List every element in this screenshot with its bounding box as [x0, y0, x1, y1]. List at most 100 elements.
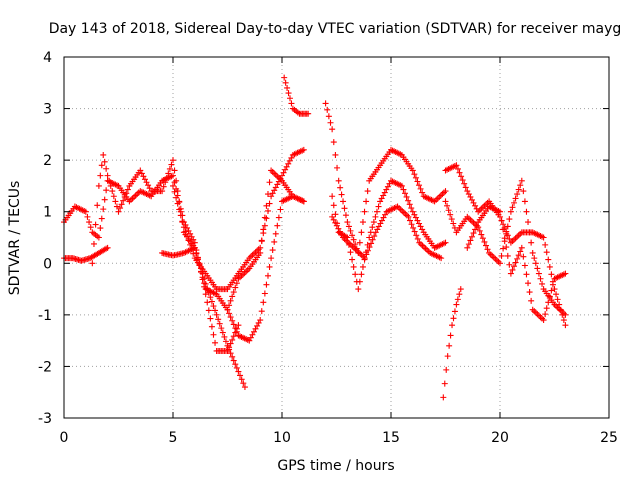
data-point — [366, 234, 373, 241]
data-point — [523, 271, 530, 278]
data-point — [548, 271, 555, 278]
y-tick-label: -3 — [38, 411, 52, 427]
data-point — [224, 342, 231, 349]
data-point — [300, 146, 307, 153]
data-point — [277, 206, 284, 213]
data-point — [115, 208, 122, 215]
data-point — [216, 320, 223, 327]
data-point — [369, 224, 376, 231]
data-point — [332, 211, 339, 218]
data-point — [442, 188, 449, 195]
data-point — [503, 230, 510, 237]
data-point — [238, 376, 245, 383]
data-point — [170, 157, 176, 164]
data-point — [500, 226, 507, 233]
data-point — [219, 329, 226, 336]
x-tick-label: 10 — [273, 430, 291, 446]
data-point — [282, 79, 289, 86]
data-point — [518, 177, 525, 184]
data-point — [207, 315, 214, 322]
data-point — [117, 205, 124, 212]
data-point — [226, 346, 233, 353]
data-point — [168, 161, 175, 168]
data-point — [349, 256, 356, 263]
data-point — [232, 325, 239, 332]
data-point — [512, 259, 519, 266]
data-point — [332, 151, 339, 158]
data-point — [370, 219, 377, 226]
data-point — [479, 235, 486, 242]
y-tick-label: 2 — [43, 153, 52, 169]
data-point — [334, 164, 341, 171]
data-point — [97, 172, 104, 179]
data-point — [450, 315, 457, 322]
data-point — [545, 299, 552, 306]
y-tick-label: 4 — [43, 50, 52, 66]
data-point — [350, 263, 357, 270]
data-point — [210, 303, 217, 310]
data-point — [92, 221, 99, 228]
data-point — [349, 232, 356, 239]
data-point — [363, 251, 370, 258]
data-point — [275, 214, 282, 221]
series-arc-g — [281, 74, 312, 117]
data-point — [507, 208, 514, 215]
data-point — [509, 204, 516, 211]
data-point — [356, 239, 363, 246]
data-point — [263, 281, 270, 288]
data-point — [355, 286, 362, 293]
data-point — [521, 262, 528, 269]
data-point — [341, 205, 348, 212]
x-tick-label: 20 — [491, 430, 509, 446]
data-point — [364, 188, 371, 195]
data-point — [525, 280, 532, 287]
data-point — [327, 119, 334, 126]
data-point — [453, 301, 460, 308]
series-arc-h — [322, 100, 449, 256]
data-point — [190, 250, 197, 257]
data-point — [171, 188, 178, 195]
y-tick-label: -1 — [38, 308, 52, 324]
data-point — [337, 184, 344, 191]
data-point — [562, 322, 569, 329]
data-point — [258, 308, 265, 315]
data-point — [458, 173, 465, 180]
data-point — [361, 208, 368, 215]
data-point — [363, 198, 370, 205]
data-point — [208, 298, 215, 305]
plot-frame — [63, 56, 610, 419]
data-point — [543, 305, 550, 312]
data-point — [90, 240, 97, 247]
data-point — [438, 255, 445, 262]
data-point — [95, 182, 102, 189]
data-point — [528, 239, 535, 246]
data-point — [229, 336, 236, 343]
data-point — [534, 265, 541, 272]
data-point — [257, 317, 264, 324]
data-point — [371, 233, 378, 240]
data-point — [445, 207, 452, 214]
data-point — [230, 357, 237, 364]
data-point — [188, 246, 195, 253]
data-point — [330, 202, 337, 209]
data-point — [218, 325, 225, 332]
data-point — [414, 178, 421, 185]
data-point — [177, 212, 184, 219]
data-point — [82, 208, 89, 215]
x-tick-label: 25 — [600, 430, 618, 446]
data-point — [86, 219, 93, 226]
data-point — [271, 238, 278, 245]
data-point — [525, 219, 532, 226]
data-point — [305, 110, 312, 117]
data-point — [511, 263, 518, 270]
data-point — [124, 186, 131, 193]
data-point — [227, 340, 234, 347]
data-point — [174, 188, 181, 195]
data-point — [507, 270, 514, 277]
data-point — [165, 170, 172, 177]
data-point — [261, 214, 268, 221]
data-point — [237, 372, 244, 379]
data-point — [411, 228, 418, 235]
data-point — [416, 182, 423, 189]
data-point — [542, 241, 549, 248]
